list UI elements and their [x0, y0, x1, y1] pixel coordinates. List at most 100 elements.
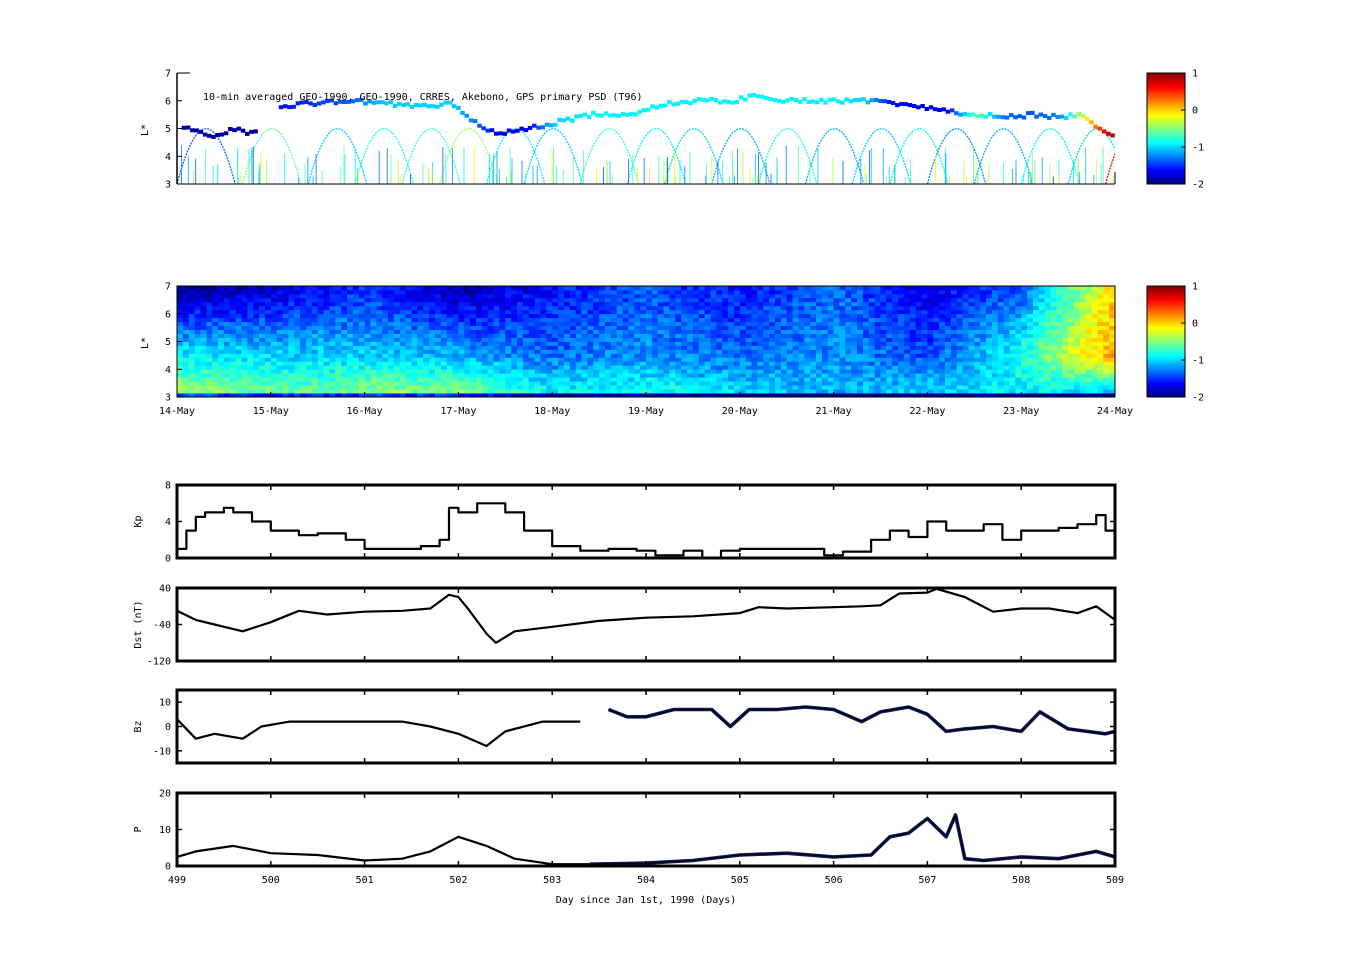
- heatmap-cell: [388, 341, 395, 346]
- heatmap-cell: [763, 353, 770, 358]
- heatmap-cell: [206, 293, 213, 299]
- heatmap-cell: [511, 349, 518, 354]
- heatmap-cell: [517, 373, 524, 378]
- heatmap-cell: [352, 393, 360, 397]
- heatmap-cell: [698, 321, 706, 327]
- heatmap-cell: [857, 345, 864, 350]
- heatmap-cell: [464, 309, 471, 315]
- heatmap-cell: [810, 325, 817, 330]
- heatmap-cell: [986, 301, 993, 307]
- heatmap-cell: [728, 337, 735, 342]
- heatmap-cell: [188, 393, 195, 397]
- heatmap-cell: [1015, 337, 1022, 342]
- heatmap-cell: [388, 305, 395, 311]
- heatmap-cell: [1079, 345, 1087, 350]
- heatmap-cell: [1038, 381, 1046, 386]
- heatmap-cell: [358, 369, 365, 374]
- track-point: [409, 105, 415, 109]
- y-tick-label: 6: [165, 96, 171, 107]
- heatmap-cell: [364, 381, 371, 386]
- heatmap-cell: [745, 373, 752, 378]
- heatmap-cell: [646, 365, 653, 370]
- heatmap-cell: [974, 393, 981, 397]
- heatmap-cell: [739, 349, 747, 354]
- heatmap-cell: [511, 345, 518, 350]
- heatmap-cell: [628, 389, 635, 394]
- heatmap-cell: [839, 377, 846, 382]
- heatmap-cell: [980, 385, 987, 390]
- heatmap-cell: [229, 301, 237, 307]
- heatmap-cell: [651, 377, 659, 382]
- heatmap-cell: [311, 377, 319, 382]
- heatmap-cell: [1009, 337, 1016, 342]
- heatmap-cell: [944, 333, 952, 338]
- heatmap-cell: [745, 361, 752, 366]
- heatmap-cell: [388, 349, 395, 354]
- heatmap-cell: [393, 293, 401, 299]
- heatmap-cell: [927, 301, 934, 307]
- heatmap-cell: [733, 309, 741, 315]
- heatmap-cell: [323, 305, 330, 311]
- heatmap-cell: [669, 333, 676, 338]
- heatmap-cell: [264, 393, 272, 397]
- heatmap-cell: [933, 393, 940, 397]
- heatmap-cell: [305, 329, 313, 334]
- heatmap-cell: [716, 301, 723, 307]
- heatmap-cell: [429, 317, 436, 323]
- heatmap-cell: [411, 353, 418, 358]
- heatmap-cell: [481, 289, 489, 295]
- track-point: [802, 97, 807, 102]
- heatmap-cell: [1097, 309, 1104, 315]
- heatmap-cell: [487, 377, 494, 382]
- heatmap-cell: [657, 357, 664, 362]
- heatmap-cell: [528, 341, 536, 346]
- heatmap-cell: [739, 317, 747, 323]
- heatmap-cell: [669, 325, 676, 330]
- heatmap-cell: [962, 357, 969, 362]
- heatmap-cell: [376, 349, 383, 354]
- heatmap-cell: [980, 337, 987, 342]
- panel-2-heatmap: [177, 286, 1115, 397]
- heatmap-cell: [786, 305, 793, 311]
- heatmap-cell: [1062, 301, 1069, 307]
- heatmap-cell: [182, 286, 190, 291]
- heatmap-cell: [288, 333, 295, 338]
- heatmap-cell: [276, 377, 283, 382]
- heatmap-cell: [663, 345, 670, 350]
- heatmap-cell: [950, 337, 958, 342]
- heatmap-cell: [681, 357, 688, 362]
- heatmap-cell: [1032, 361, 1040, 366]
- heatmap-cell: [593, 369, 600, 374]
- heatmap-cell: [610, 317, 618, 323]
- heatmap-cell: [1068, 353, 1075, 358]
- heatmap-cell: [194, 333, 201, 338]
- heatmap-cell: [968, 369, 975, 374]
- heatmap-cell: [1032, 369, 1040, 374]
- heatmap-cell: [382, 373, 389, 378]
- track-point: [595, 113, 600, 118]
- heatmap-cell: [634, 341, 641, 346]
- track-point: [823, 100, 828, 105]
- heatmap-cell: [610, 377, 618, 382]
- heatmap-cell: [347, 345, 354, 350]
- heatmap-cell: [528, 393, 536, 397]
- heatmap-cell: [323, 357, 330, 362]
- heatmap-cell: [786, 345, 793, 350]
- heatmap-cell: [751, 369, 758, 374]
- heatmap-cell: [733, 305, 741, 311]
- heatmap-cell: [253, 341, 260, 346]
- heatmap-cell: [382, 289, 389, 295]
- heatmap-cell: [604, 337, 612, 342]
- heatmap-cell: [218, 357, 225, 362]
- heatmap-cell: [282, 373, 289, 378]
- heatmap-cell: [440, 389, 448, 394]
- track-point: [886, 100, 892, 104]
- heatmap-cell: [317, 301, 324, 307]
- heatmap-cell: [1091, 289, 1098, 295]
- heatmap-cell: [552, 293, 559, 299]
- heatmap-cell: [804, 345, 811, 350]
- track-point: [337, 99, 343, 104]
- heatmap-cell: [610, 297, 618, 303]
- track-point: [392, 104, 398, 108]
- heatmap-cell: [311, 381, 319, 386]
